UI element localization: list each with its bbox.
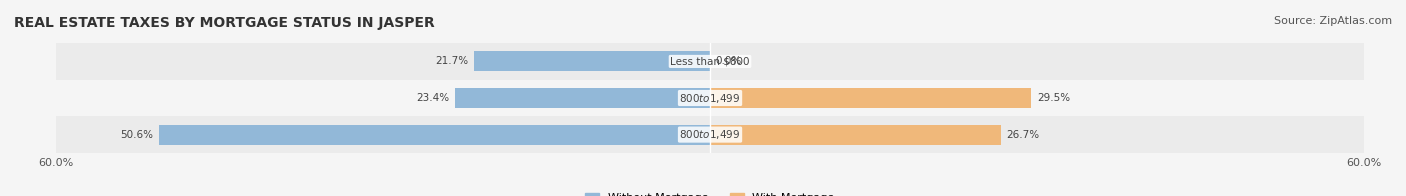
Text: $800 to $1,499: $800 to $1,499 xyxy=(679,92,741,104)
Bar xyxy=(474,51,710,72)
Bar xyxy=(56,80,1364,116)
Text: 0.0%: 0.0% xyxy=(716,56,742,66)
Text: 21.7%: 21.7% xyxy=(434,56,468,66)
Text: 50.6%: 50.6% xyxy=(121,130,153,140)
Text: 29.5%: 29.5% xyxy=(1038,93,1070,103)
Text: REAL ESTATE TAXES BY MORTGAGE STATUS IN JASPER: REAL ESTATE TAXES BY MORTGAGE STATUS IN … xyxy=(14,16,434,30)
Text: $800 to $1,499: $800 to $1,499 xyxy=(679,128,741,141)
Text: Less than $800: Less than $800 xyxy=(671,56,749,66)
Bar xyxy=(710,88,1032,108)
Text: 23.4%: 23.4% xyxy=(416,93,450,103)
Legend: Without Mortgage, With Mortgage: Without Mortgage, With Mortgage xyxy=(581,189,839,196)
Bar xyxy=(456,88,710,108)
Bar xyxy=(159,124,710,145)
Text: Source: ZipAtlas.com: Source: ZipAtlas.com xyxy=(1274,16,1392,26)
Text: 26.7%: 26.7% xyxy=(1007,130,1039,140)
Bar xyxy=(710,124,1001,145)
Bar xyxy=(56,43,1364,80)
Bar xyxy=(56,116,1364,153)
